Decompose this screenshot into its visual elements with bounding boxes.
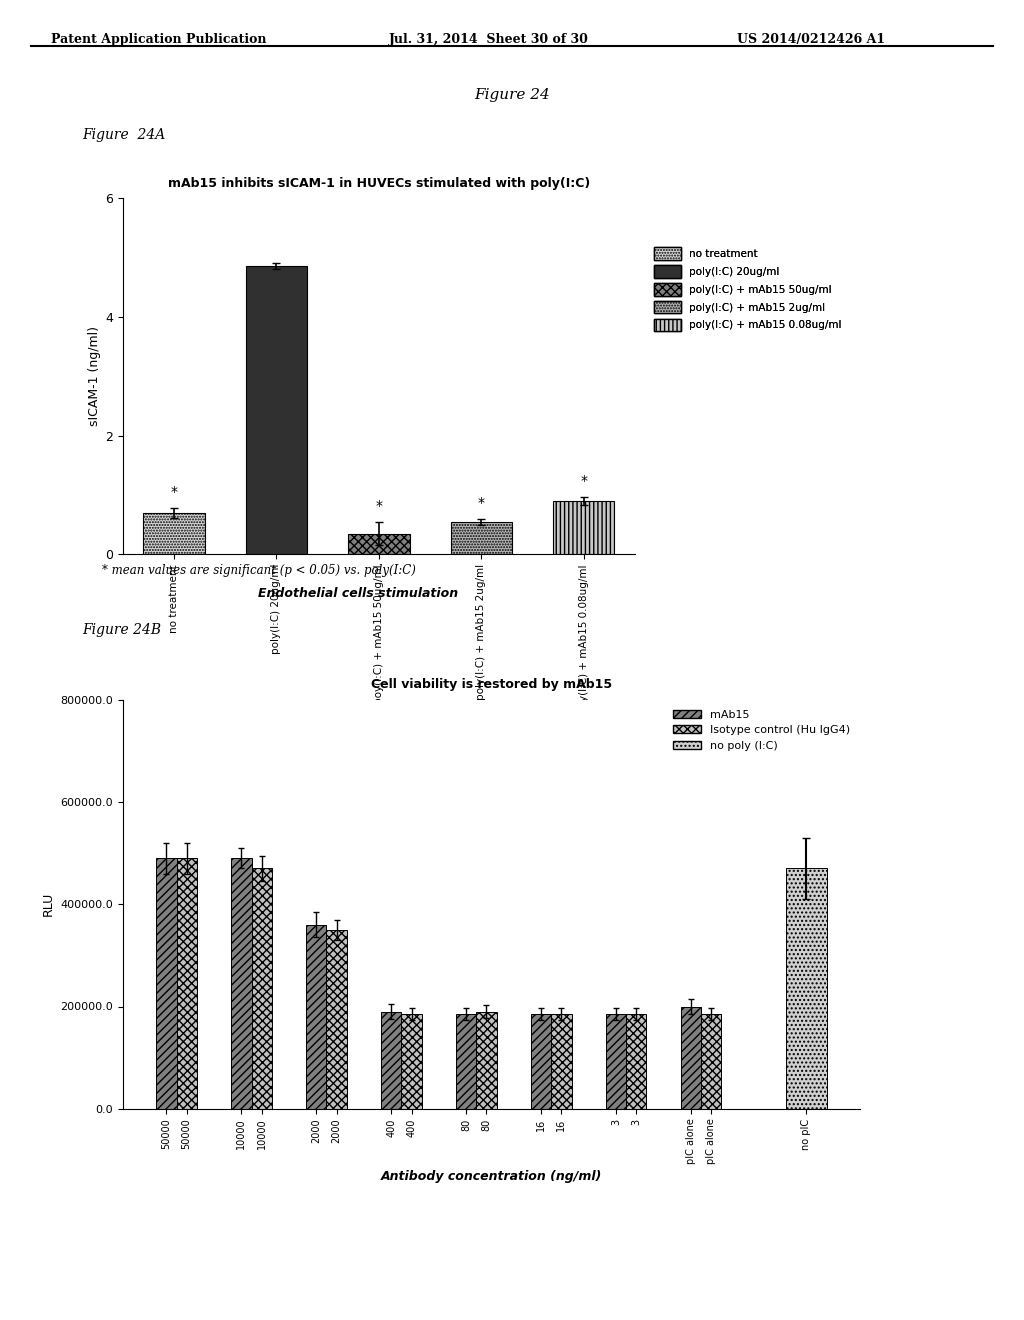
- Bar: [143, 513, 205, 554]
- Bar: [476, 1011, 497, 1109]
- Legend: mAb15, Isotype control (Hu IgG4), no poly (I:C): mAb15, Isotype control (Hu IgG4), no pol…: [669, 705, 855, 755]
- Bar: [627, 1014, 646, 1109]
- Text: *: *: [171, 486, 177, 499]
- Text: Figure 24B: Figure 24B: [82, 623, 161, 636]
- Bar: [381, 1011, 401, 1109]
- Bar: [231, 858, 252, 1109]
- Bar: [551, 1014, 571, 1109]
- Bar: [606, 1014, 627, 1109]
- Text: * mean values are significant (p < 0.05) vs. poly(I:C): * mean values are significant (p < 0.05)…: [102, 564, 417, 577]
- Bar: [457, 1014, 476, 1109]
- X-axis label: Antibody concentration (ng/ml): Antibody concentration (ng/ml): [381, 1170, 602, 1183]
- Bar: [348, 533, 410, 554]
- Text: *: *: [478, 496, 484, 510]
- Bar: [531, 1014, 551, 1109]
- Text: Patent Application Publication: Patent Application Publication: [51, 33, 266, 46]
- Title: Cell viability is restored by mAb15: Cell viability is restored by mAb15: [371, 678, 612, 692]
- Bar: [451, 521, 512, 554]
- Bar: [327, 929, 347, 1109]
- Bar: [401, 1014, 422, 1109]
- Y-axis label: sICAM-1 (ng/ml): sICAM-1 (ng/ml): [88, 326, 101, 426]
- Text: Figure  24A: Figure 24A: [82, 128, 165, 141]
- Text: Figure 24: Figure 24: [474, 88, 550, 102]
- Text: *: *: [581, 474, 587, 488]
- Bar: [246, 267, 307, 554]
- Title: mAb15 inhibits sICAM-1 in HUVECs stimulated with poly(I:C): mAb15 inhibits sICAM-1 in HUVECs stimula…: [168, 177, 590, 190]
- Bar: [553, 502, 614, 554]
- Text: US 2014/0212426 A1: US 2014/0212426 A1: [737, 33, 886, 46]
- Text: *: *: [376, 499, 382, 513]
- Y-axis label: RLU: RLU: [42, 892, 55, 916]
- Bar: [157, 858, 176, 1109]
- Bar: [786, 869, 826, 1109]
- Bar: [681, 1006, 701, 1109]
- Bar: [701, 1014, 722, 1109]
- Bar: [306, 924, 327, 1109]
- Text: Endothelial cells stimulation: Endothelial cells stimulation: [258, 586, 459, 599]
- Bar: [176, 858, 197, 1109]
- Legend: no treatment, poly(I:C) 20ug/ml, poly(I:C) + mAb15 50ug/ml, poly(I:C) + mAb15 2u: no treatment, poly(I:C) 20ug/ml, poly(I:…: [650, 243, 846, 335]
- Text: Jul. 31, 2014  Sheet 30 of 30: Jul. 31, 2014 Sheet 30 of 30: [389, 33, 589, 46]
- Bar: [252, 869, 271, 1109]
